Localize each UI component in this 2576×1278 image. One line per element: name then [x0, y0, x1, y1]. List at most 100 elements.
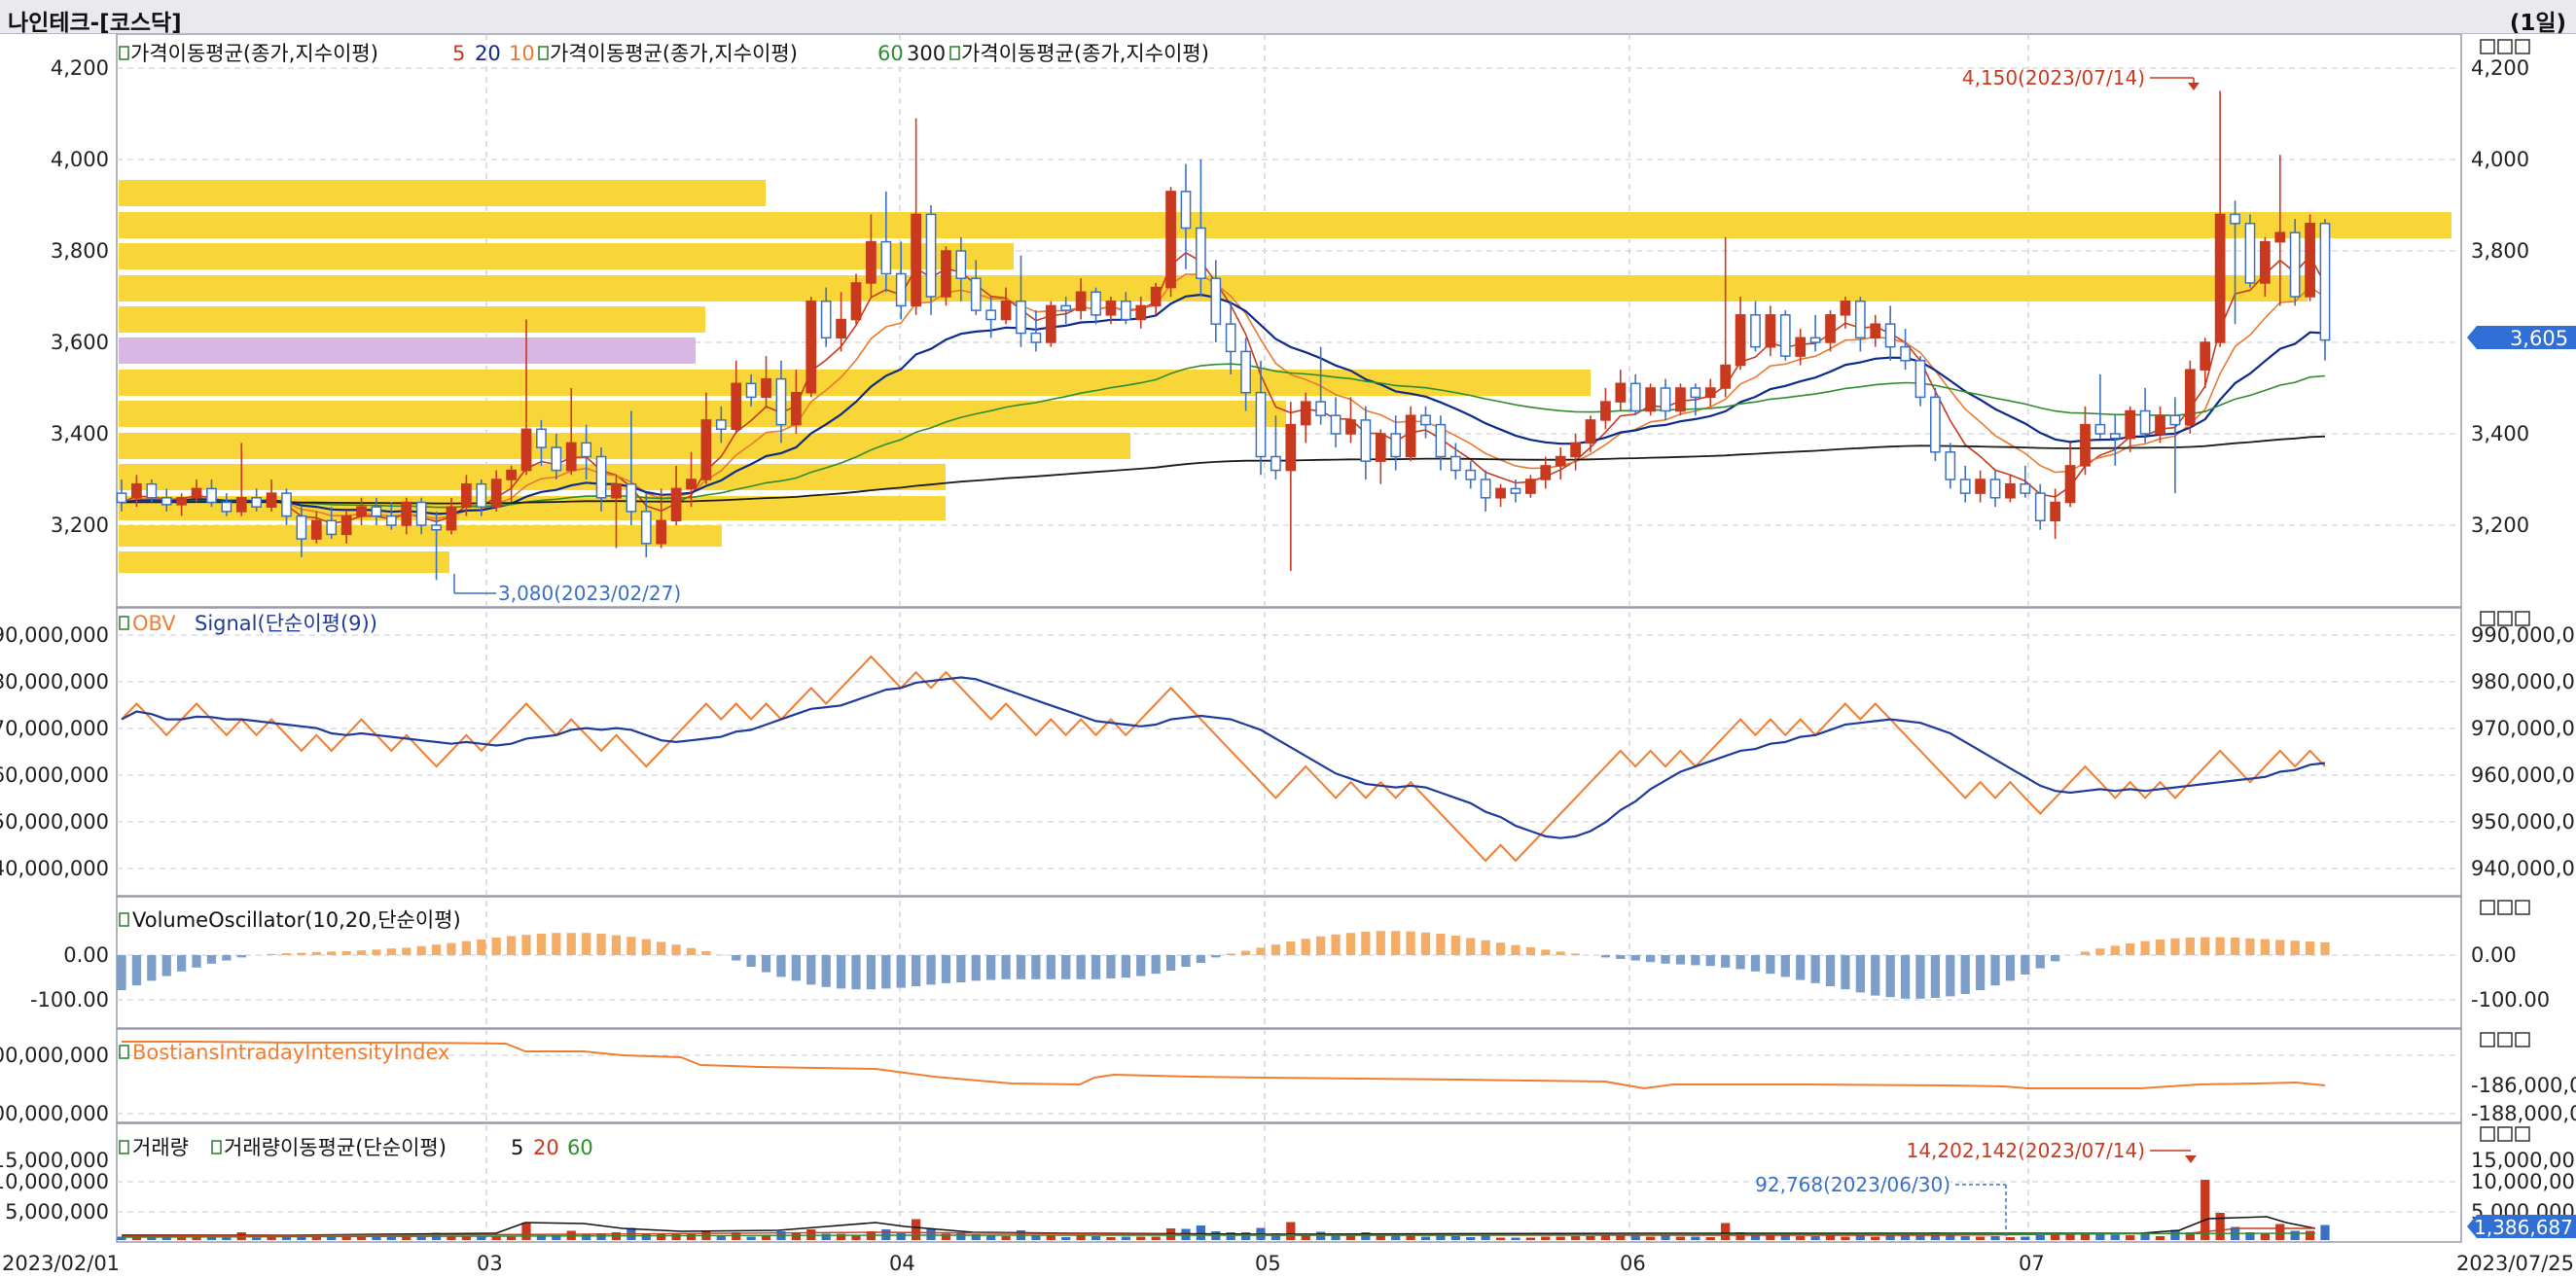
- oscillator-bar: [1705, 955, 1715, 967]
- volume-profile-bar: [119, 243, 1014, 269]
- svg-text:5,000,000: 5,000,000: [5, 1200, 109, 1224]
- candle: [941, 246, 951, 306]
- panel-tools[interactable]: [2480, 900, 2530, 915]
- candle: [970, 260, 982, 315]
- candle: [2139, 388, 2151, 444]
- oscillator-bar: [222, 955, 232, 961]
- oscillator-bar: [1136, 955, 1146, 976]
- window-title: 나인테크-[코스닥]: [8, 11, 182, 36]
- svg-text:3,400: 3,400: [2471, 422, 2529, 445]
- vo-legend[interactable]: VolumeOscillator(10,20,단순이평): [119, 908, 461, 932]
- oscillator-bar: [1106, 955, 1116, 978]
- oscillator-bar: [1240, 950, 1251, 955]
- candle: [1225, 301, 1236, 374]
- volume-bar: [416, 1236, 426, 1240]
- obv-y-axis-right: 990,000,00 980,000,00 970,000,00 960,000…: [2471, 623, 2576, 880]
- oscillator-bar: [192, 955, 201, 968]
- oscillator-bar: [356, 950, 367, 955]
- candle: [476, 479, 487, 516]
- volume-bar: [1975, 1236, 1986, 1240]
- panel-tools[interactable]: [2480, 611, 2530, 626]
- candle: [1060, 297, 1072, 325]
- oscillator-bar: [971, 955, 981, 981]
- oscillator-bar: [2215, 937, 2225, 955]
- svg-text:3,200: 3,200: [51, 514, 109, 537]
- oscillator-bar: [177, 955, 187, 972]
- volume-bar: [1661, 1235, 1670, 1240]
- oscillator-bar: [1525, 947, 1535, 955]
- price-panel[interactable]: 4,150(2023/07/14) 3,080(2023/02/27) 4,20…: [51, 39, 2576, 605]
- candle: [1045, 301, 1056, 347]
- volume-profile-bar: [119, 433, 1130, 459]
- obv-legend[interactable]: OBV Signal(단순이평(9)): [119, 612, 377, 635]
- price-legend[interactable]: 가격이동평균(종가,지수이평) 5 20 10 가격이동평균(종가,지수이평) …: [119, 42, 1209, 65]
- candle: [850, 273, 862, 325]
- svg-text:90,000,000: 90,000,000: [0, 623, 109, 647]
- oscillator-bar: [1076, 955, 1086, 979]
- panel-tools[interactable]: [2480, 1126, 2530, 1142]
- oscillator-bar: [881, 955, 891, 989]
- volume-profile-bar: [119, 180, 766, 206]
- candle: [536, 419, 547, 466]
- candle: [1675, 383, 1686, 416]
- oscillator-bar: [131, 955, 142, 986]
- oscillator-bar: [402, 947, 411, 955]
- volume-bar: [1031, 1235, 1041, 1240]
- oscillator-bar: [267, 953, 276, 955]
- panel-tools[interactable]: [2480, 39, 2530, 54]
- bostians-panel[interactable]: 00,000,000 00,000,000 -186,000,0 -188,00…: [0, 1032, 2576, 1125]
- stock-chart[interactable]: 4,150(2023/07/14) 3,080(2023/02/27) 4,20…: [0, 34, 2576, 1278]
- volume-oscillator-panel[interactable]: 0.00 -100.00 0.00 -100.00 VolumeOscillat…: [30, 900, 2550, 1012]
- volume-y-axis-left: 15,000,000 10,000,000 5,000,000: [0, 1149, 109, 1224]
- svg-text:15,000,000: 15,000,000: [2471, 1149, 2576, 1172]
- volume-panel[interactable]: 14,202,142(2023/07/14) 92,768(2023/06/30…: [0, 1126, 2576, 1240]
- svg-text:03: 03: [477, 1252, 503, 1275]
- period-label[interactable]: (1일): [2509, 11, 2566, 36]
- volume-bar: [1675, 1236, 1686, 1240]
- oscillator-bar: [552, 933, 561, 955]
- oscillator-bar: [851, 955, 861, 990]
- candle: [895, 241, 907, 320]
- oscillator-bar: [1165, 955, 1176, 971]
- candle: [1375, 429, 1386, 484]
- obv-panel[interactable]: 90,000,000 80,000,000 70,000,000 60,000,…: [0, 611, 2576, 880]
- volume-bar: [327, 1236, 337, 1240]
- volume-legend[interactable]: 거래량 거래량이동평균(단순이평) 5 20 60: [119, 1136, 593, 1159]
- oscillator-bar: [1001, 955, 1011, 979]
- candle: [415, 497, 427, 535]
- panel-tools[interactable]: [2480, 1032, 2530, 1047]
- oscillator-bar: [956, 955, 966, 982]
- volume-bar: [536, 1235, 547, 1240]
- oscillator-bar: [1316, 936, 1326, 955]
- candle: [326, 507, 338, 540]
- candle: [2230, 200, 2240, 325]
- volume-bar: [1481, 1235, 1490, 1240]
- candle: [820, 287, 832, 347]
- candle: [1930, 388, 1941, 462]
- volume-bar: [131, 1236, 142, 1240]
- oscillator-bar: [2245, 938, 2255, 955]
- candle: [626, 410, 637, 525]
- svg-text:가격이동평균(종가,지수이평): 가격이동평균(종가,지수이평): [550, 42, 798, 65]
- oscillator-bar: [912, 955, 921, 986]
- oscillator-bar: [1541, 949, 1551, 955]
- volume-bar: [896, 1231, 906, 1240]
- candle: [1989, 470, 2001, 508]
- minimize-icon: [2480, 1126, 2495, 1142]
- volume-bar: [1630, 1235, 1640, 1240]
- oscillator-bar: [506, 936, 517, 955]
- close-icon: [2515, 1032, 2530, 1047]
- volume-bar: [1525, 1237, 1535, 1240]
- volume-oscillator-bars: [117, 931, 2330, 999]
- svg-text:10,000,000: 10,000,000: [0, 1170, 109, 1193]
- oscillator-bar: [896, 955, 906, 988]
- oscillator-bar: [1181, 955, 1191, 967]
- oscillator-bar: [491, 938, 501, 955]
- candle: [2289, 219, 2301, 306]
- volume-bar: [791, 1233, 801, 1240]
- candle: [2109, 415, 2121, 466]
- volume-bar: [192, 1237, 201, 1240]
- oscillator-bar: [2110, 945, 2120, 955]
- biii-legend[interactable]: BostiansIntradayIntensityIndex: [119, 1041, 449, 1064]
- volume-ma5-line: [122, 1216, 2316, 1236]
